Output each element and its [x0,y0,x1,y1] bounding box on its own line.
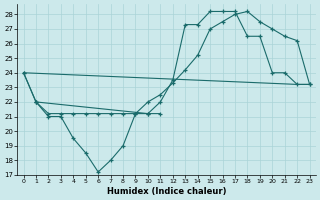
X-axis label: Humidex (Indice chaleur): Humidex (Indice chaleur) [107,187,226,196]
